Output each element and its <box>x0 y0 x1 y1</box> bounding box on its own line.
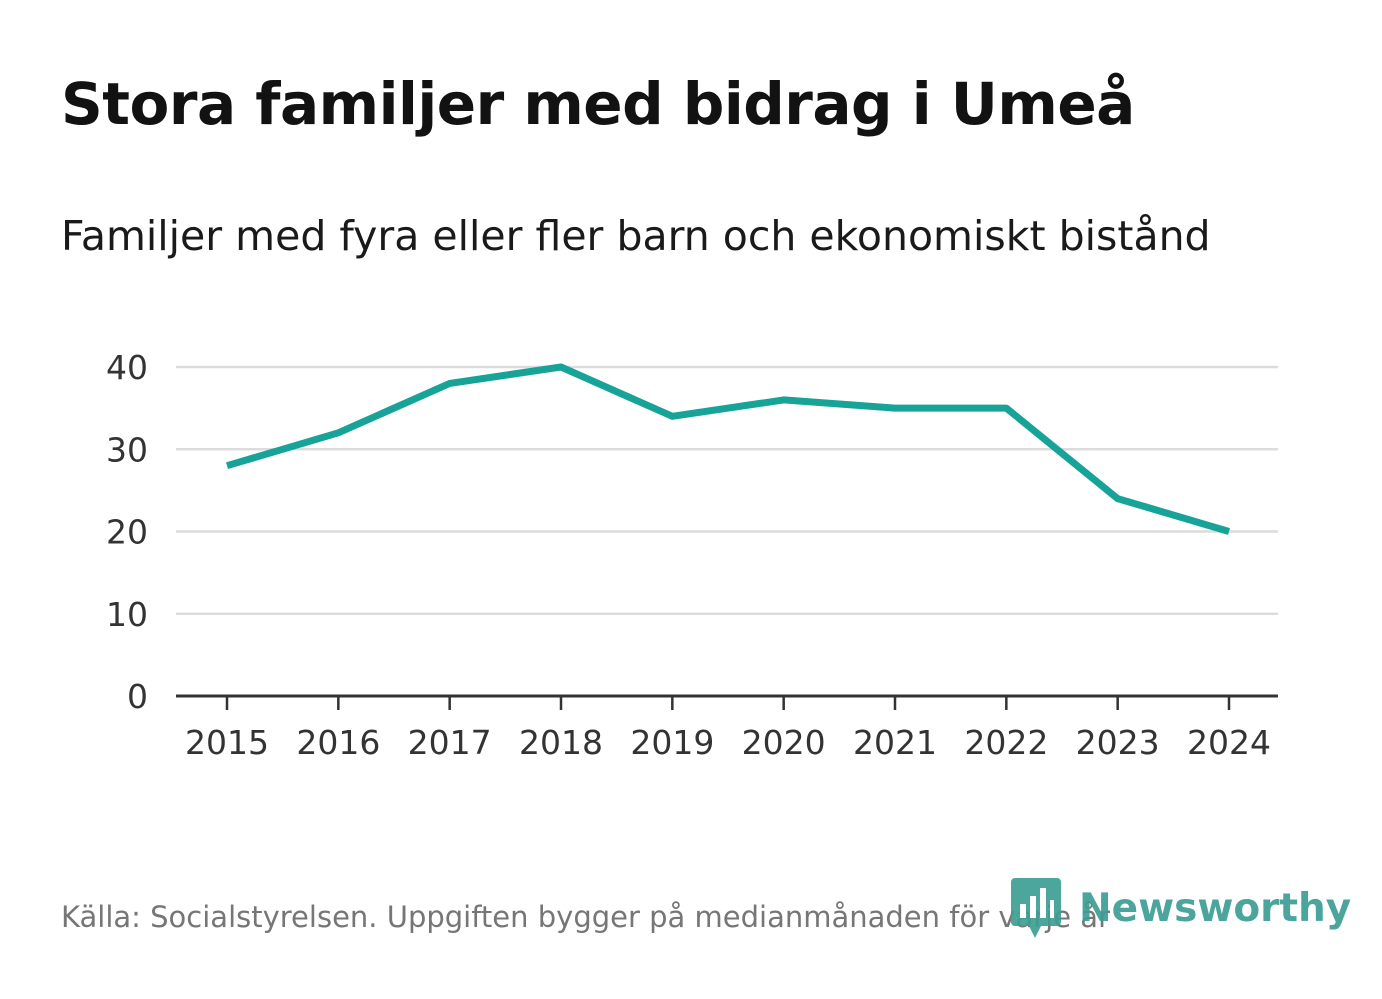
x-tick-label: 2023 <box>1076 723 1160 762</box>
grid-lines <box>176 365 1278 615</box>
chart-subtitle: Familjer med fyra eller fler barn och ek… <box>61 212 1211 260</box>
x-tick-label: 2015 <box>185 723 269 762</box>
y-tick-label: 20 <box>106 513 148 552</box>
y-tick-label: 10 <box>106 595 148 634</box>
source-note: Källa: Socialstyrelsen. Uppgiften bygger… <box>61 900 1110 934</box>
x-tick-label: 2018 <box>519 723 603 762</box>
x-tick-label: 2021 <box>853 723 937 762</box>
y-tick-label: 30 <box>106 430 148 469</box>
y-tick-label: 0 <box>127 677 148 716</box>
newsworthy-logo-icon <box>1011 878 1061 938</box>
x-axis-ticks: 2015 2016 2017 2018 2019 2020 2021 2022 2023 2024 <box>185 696 1271 762</box>
y-tick-label: 40 <box>106 348 148 387</box>
series-group <box>226 363 1230 535</box>
x-tick-label: 2024 <box>1187 723 1271 762</box>
chart-title: Stora familjer med bidrag i Umeå <box>61 70 1135 138</box>
y-axis-ticks: 0 10 20 30 40 <box>106 348 148 716</box>
newsworthy-wordmark: Newsworthy <box>1079 885 1352 931</box>
x-tick-label: 2017 <box>408 723 492 762</box>
series-line <box>226 363 1230 535</box>
x-tick-label: 2022 <box>964 723 1048 762</box>
x-tick-label: 2016 <box>296 723 380 762</box>
x-tick-label: 2020 <box>742 723 826 762</box>
x-tick-label: 2019 <box>630 723 714 762</box>
newsworthy-logo: Newsworthy <box>1011 878 1351 938</box>
